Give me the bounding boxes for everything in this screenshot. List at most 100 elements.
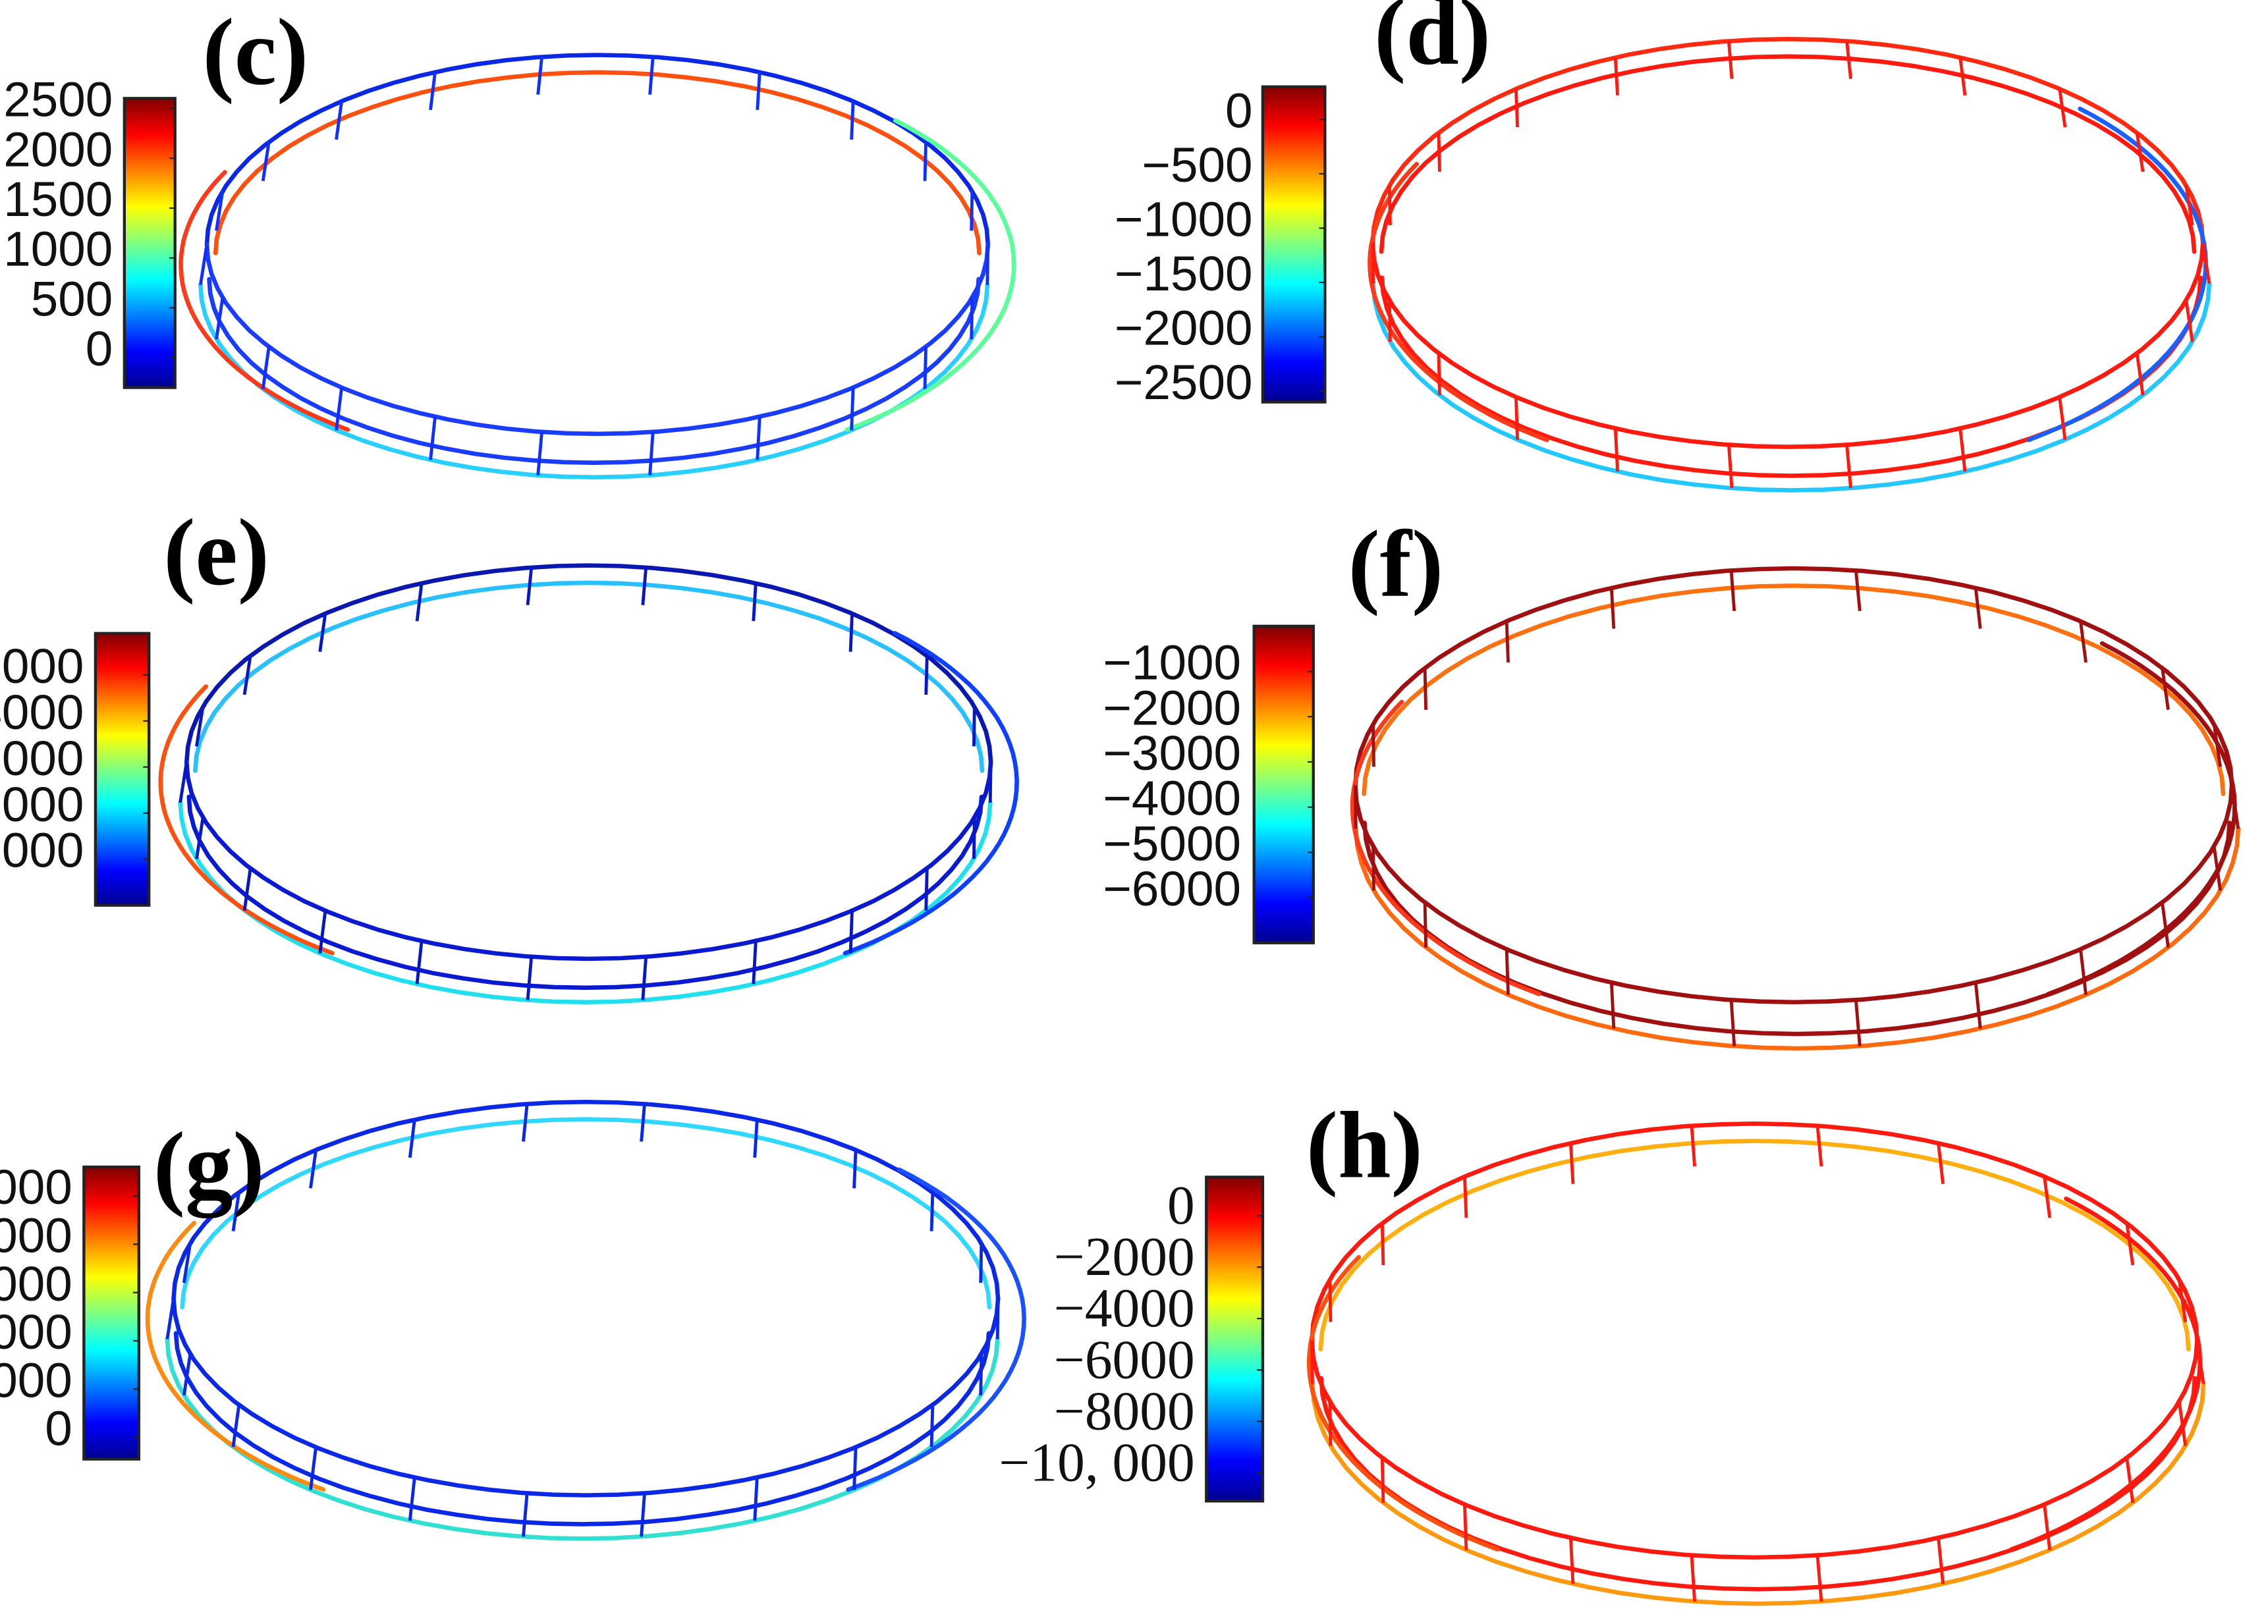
colorbar-tick-label: 1500 xyxy=(3,171,113,227)
truss-strut xyxy=(195,706,205,747)
truss-strut xyxy=(1463,1176,1468,1218)
upper-front-chord xyxy=(1353,783,2234,1005)
colorbar-tick-label: 2000 xyxy=(0,1352,72,1407)
truss-strut xyxy=(1568,1537,1575,1584)
colorbar-tick-label: −8000 xyxy=(1054,1381,1195,1442)
colorbar-g: 1000080006000400020000 xyxy=(0,1159,140,1461)
upper-outer-chord xyxy=(204,53,991,247)
truss-strut xyxy=(852,1447,858,1490)
truss-strut xyxy=(309,1447,318,1490)
truss-strut xyxy=(536,57,543,95)
colorbar-h: 0−2000−4000−6000−8000−10, 000 xyxy=(999,1176,1265,1503)
right-side-chord xyxy=(2026,106,2208,443)
left-side-chord xyxy=(158,684,335,956)
colorbar-tick-label: 0 xyxy=(45,1401,72,1456)
colorbar-tick-label: −500 xyxy=(1142,137,1252,192)
colorbar-tick-label: 2000 xyxy=(3,121,113,176)
truss-strut xyxy=(753,1477,759,1521)
colorbar-tick-label: 2500 xyxy=(3,72,113,127)
upper-outer-chord xyxy=(1370,37,2205,246)
truss-strut xyxy=(988,762,993,803)
truss-strut xyxy=(929,1192,935,1232)
truss-strut xyxy=(2043,1176,2052,1218)
truss-strut xyxy=(242,655,252,695)
truss-strut xyxy=(995,1298,1000,1340)
truss-strut xyxy=(415,583,424,622)
right-side-chord xyxy=(2009,1196,2203,1552)
truss-strut xyxy=(648,431,655,475)
truss-strut xyxy=(1505,621,1510,663)
truss-strut xyxy=(640,1493,646,1537)
truss-strut xyxy=(1690,1125,1696,1167)
truss-strut xyxy=(1937,1537,1945,1584)
truss-strut xyxy=(408,1477,416,1521)
colorbar-gradient xyxy=(84,1167,139,1459)
truss-strut xyxy=(752,940,758,985)
upper-outer-chord xyxy=(1310,1121,2199,1343)
truss-strut xyxy=(1354,785,1358,829)
left-side-chord xyxy=(1350,699,1541,996)
truss-strut xyxy=(1463,1504,1468,1550)
truss-strut xyxy=(1613,57,1619,95)
truss-strut xyxy=(2125,1223,2135,1266)
left-side-chord xyxy=(145,1220,326,1492)
panel-label-d: (d) xyxy=(1374,0,1491,85)
colorbar-tick-label: −1000 xyxy=(1115,191,1253,246)
truss-strut xyxy=(1568,1143,1575,1184)
upper-inner-chord xyxy=(213,70,982,256)
truss-strut xyxy=(536,431,543,475)
truss-strut xyxy=(2079,949,2088,995)
ring-f xyxy=(1350,566,2241,1051)
upper-front-chord xyxy=(204,242,991,437)
truss-strut xyxy=(2135,352,2145,396)
panel-label-h: (h) xyxy=(1306,1093,1423,1198)
left-side-chord xyxy=(1306,1255,1500,1552)
truss-strut xyxy=(640,1104,646,1142)
truss-strut xyxy=(165,1298,175,1340)
colorbar-gradient xyxy=(1262,86,1325,402)
truss-strut xyxy=(979,1243,983,1283)
truss-strut xyxy=(415,940,424,985)
truss-strut xyxy=(1937,1143,1945,1185)
truss-strut xyxy=(1815,1125,1823,1167)
colorbar-tick-label: −2000 xyxy=(1115,300,1253,356)
truss-strut xyxy=(1690,1555,1696,1602)
truss-strut xyxy=(1974,982,1982,1029)
truss-strut xyxy=(182,1243,192,1284)
colorbar-tick-label: −2500 xyxy=(1115,354,1253,410)
colorbar-tick-label: −1000 xyxy=(1103,635,1241,690)
lower-outer-chord xyxy=(1354,826,2241,1051)
colorbar-tick-label: −2000 xyxy=(1054,1227,1195,1287)
truss-strut xyxy=(2184,300,2194,342)
colorbar-d: 0−500−1000−1500−2000−2500 xyxy=(1115,82,1327,410)
truss-strut xyxy=(979,1353,983,1395)
panel-label-e: (e) xyxy=(163,500,269,605)
truss-strut xyxy=(335,101,344,140)
truss-strut xyxy=(429,416,437,460)
truss-strut xyxy=(641,956,648,1000)
truss-strut xyxy=(929,1405,935,1448)
truss-strut xyxy=(1328,1279,1333,1322)
truss-strut xyxy=(526,567,534,606)
colorbar-tick-label: −4000 xyxy=(1054,1278,1195,1339)
upper-inner-chord xyxy=(1379,54,2197,254)
truss-strut xyxy=(2184,185,2194,226)
truss-strut xyxy=(1609,587,1616,629)
upper-outer-chord xyxy=(184,563,993,765)
colorbar-tick-label: 6000 xyxy=(0,1256,72,1311)
truss-strut xyxy=(2196,1340,2205,1384)
truss-strut xyxy=(195,817,205,859)
truss-strut xyxy=(1310,1340,1314,1384)
truss-strut xyxy=(2212,846,2222,891)
colorbar-f: −1000−2000−3000−4000−5000−6000 xyxy=(1103,624,1315,944)
truss-strut xyxy=(2161,902,2170,948)
colorbar-tick-label: 1000 xyxy=(3,221,113,277)
truss-strut xyxy=(2058,88,2067,128)
ring-g xyxy=(145,1099,1026,1541)
panel-f: −1000−2000−3000−4000−5000−6000 (f) xyxy=(1103,512,2241,1051)
truss-strut xyxy=(1854,1000,1862,1046)
left-side-chord xyxy=(1368,161,1549,443)
truss-strut xyxy=(522,1493,529,1537)
